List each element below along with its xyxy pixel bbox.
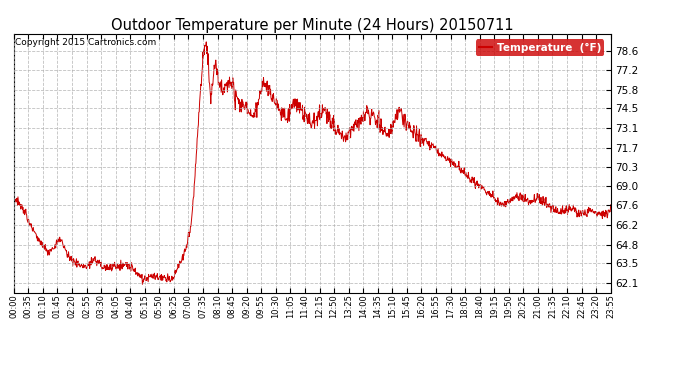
Text: Copyright 2015 Cartronics.com: Copyright 2015 Cartronics.com xyxy=(15,38,156,46)
Title: Outdoor Temperature per Minute (24 Hours) 20150711: Outdoor Temperature per Minute (24 Hours… xyxy=(111,18,513,33)
Legend: Temperature  (°F): Temperature (°F) xyxy=(476,39,604,56)
